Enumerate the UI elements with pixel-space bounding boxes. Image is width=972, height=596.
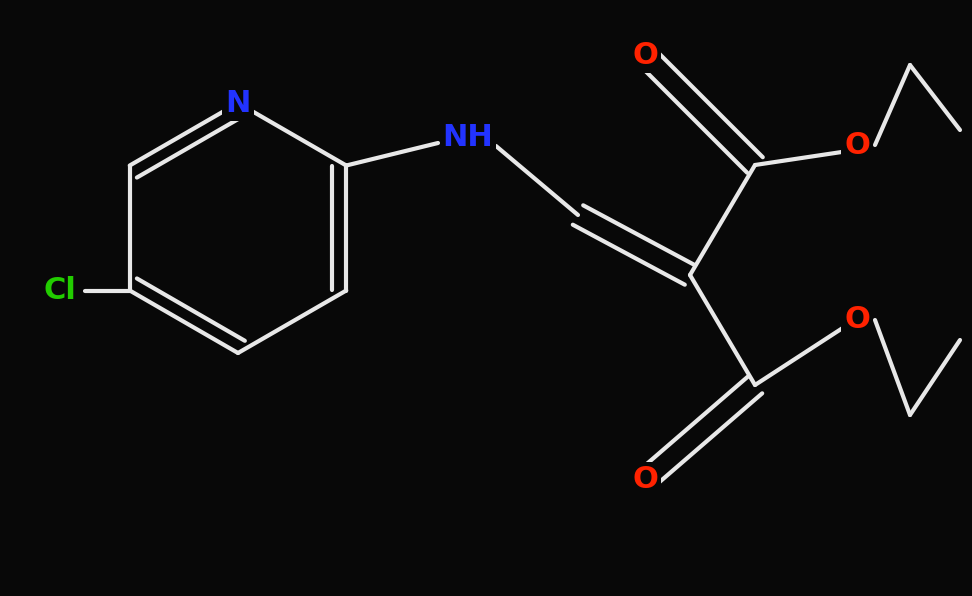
Text: O: O — [844, 131, 870, 160]
Text: O: O — [632, 41, 658, 70]
Text: O: O — [844, 306, 870, 334]
Text: Cl: Cl — [44, 276, 76, 305]
Text: N: N — [226, 88, 251, 117]
Text: O: O — [632, 465, 658, 495]
Text: NH: NH — [442, 123, 494, 153]
